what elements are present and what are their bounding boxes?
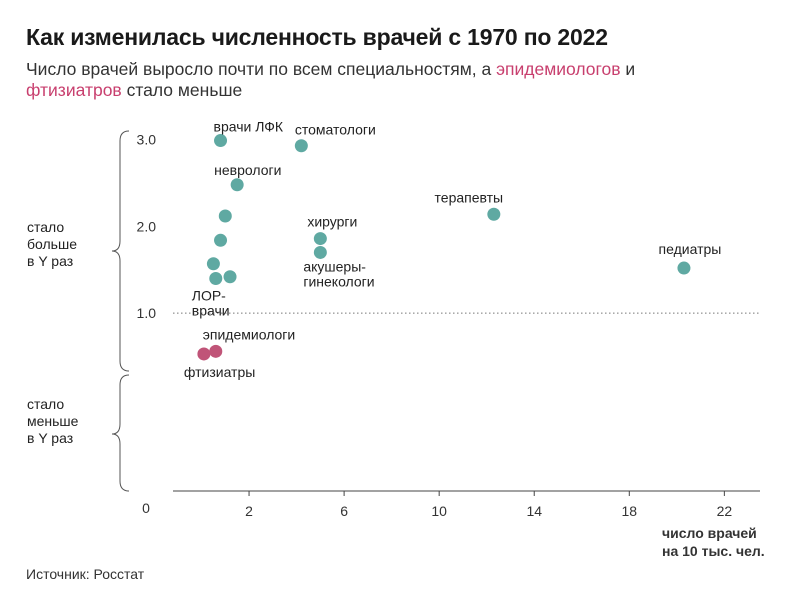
point-label: хирурги (307, 214, 357, 230)
point-label: эпидемиологи (203, 326, 295, 342)
x-tick-label: 18 (622, 503, 638, 519)
source-note: Источник: Росстат (26, 566, 145, 582)
data-point (313, 232, 327, 246)
subtitle-highlight-phthisiatricians: фтизиатров (26, 80, 122, 100)
data-point (294, 139, 308, 153)
x-tick-label: 6 (340, 503, 348, 519)
data-point (214, 233, 228, 247)
data-point (214, 134, 228, 148)
point-label: гинекологи (303, 273, 374, 289)
y-tick-label: 2.0 (137, 218, 157, 234)
point-label: акушеры- (303, 258, 366, 274)
x-tick-label: 2 (245, 503, 253, 519)
point-label: педиатры (659, 241, 722, 257)
x-tick-label: 14 (526, 503, 542, 519)
y-tick-label: 3.0 (137, 132, 157, 148)
side-label-less-1: стало (27, 396, 64, 412)
point-label: врачи ЛФК (214, 119, 284, 135)
x-tick-label: 10 (431, 503, 447, 519)
side-label-less-3: в Y раз (27, 430, 73, 446)
subtitle-text-1: Число врачей выросло почти по всем специ… (26, 59, 497, 79)
subtitle-text-3: стало меньше (121, 80, 243, 100)
data-point (677, 261, 691, 275)
subtitle-text-2: и (620, 59, 636, 79)
data-point (209, 344, 223, 358)
data-point (218, 209, 232, 223)
x-axis-label-line-1: число врачей (662, 525, 757, 541)
chart-subtitle: Число врачей выросло почти по всем специ… (26, 59, 776, 101)
x-tick-label: 22 (717, 503, 733, 519)
data-point (223, 270, 237, 284)
data-point (209, 271, 223, 285)
side-label-more-1: стало (27, 219, 64, 235)
brace-more (111, 130, 130, 372)
side-label-more-3: в Y раз (27, 253, 73, 269)
point-label: врачи (192, 302, 230, 318)
subtitle-highlight-epidemiologists: эпидемиологов (496, 59, 621, 79)
origin-label: 0 (142, 500, 150, 516)
point-label: стоматологи (295, 122, 376, 138)
data-point (487, 207, 501, 221)
data-point (230, 178, 244, 192)
point-label: фтизиатры (184, 364, 255, 380)
side-label-less-2: меньше (27, 413, 79, 429)
x-axis-label-line-2: на 10 тыс. чел. (662, 543, 765, 559)
brace-less (111, 374, 130, 492)
data-point (206, 257, 220, 271)
side-label-more-2: больше (27, 236, 77, 252)
chart-title: Как изменилась численность врачей с 1970… (26, 24, 608, 50)
data-point (313, 245, 327, 259)
point-label: неврологи (214, 162, 281, 178)
point-label: ЛОР- (192, 287, 226, 303)
data-point (197, 347, 211, 361)
y-tick-label: 1.0 (137, 305, 157, 321)
point-label: терапевты (435, 189, 504, 205)
